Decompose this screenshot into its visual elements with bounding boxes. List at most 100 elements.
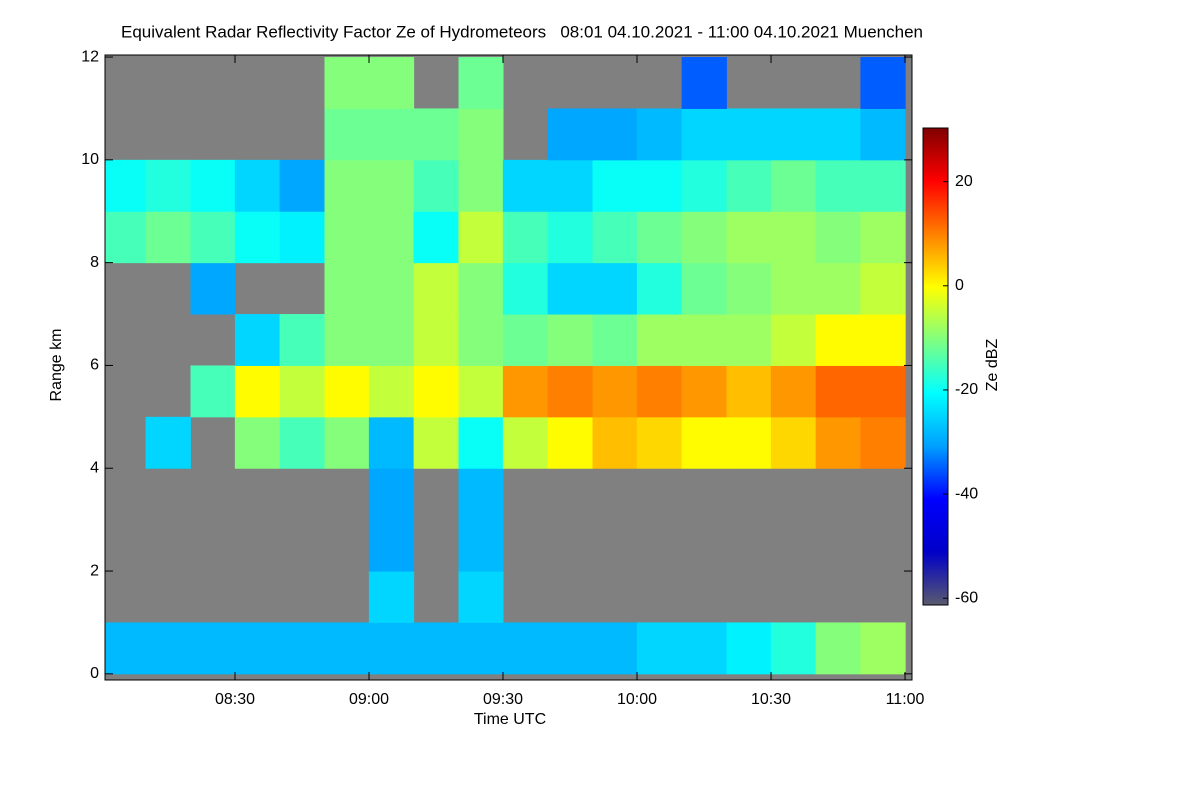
colorbar-tick-label: -40 [955, 485, 978, 502]
heatmap-cell [458, 622, 504, 675]
heatmap-cell [726, 314, 772, 366]
heatmap-cell [413, 314, 459, 366]
heatmap-cells [105, 57, 906, 675]
heatmap-cell [413, 416, 459, 469]
heatmap-cell [368, 314, 415, 366]
heatmap-cell [368, 57, 415, 109]
heatmap-cell [636, 262, 683, 315]
heatmap-cell [636, 314, 683, 366]
heatmap-cell [234, 416, 281, 469]
heatmap-cell [324, 416, 370, 469]
heatmap-cell [324, 211, 370, 264]
heatmap-cell [815, 262, 861, 315]
heatmap-cell [681, 365, 727, 418]
heatmap-cell [502, 416, 549, 469]
heatmap-cell [458, 519, 504, 572]
heatmap-cell [368, 262, 415, 315]
heatmap-cell [592, 416, 638, 469]
heatmap-cell [190, 622, 236, 675]
heatmap-cell [413, 159, 459, 212]
heatmap-cell [547, 416, 593, 469]
y-tick-label: 2 [90, 562, 99, 579]
heatmap-cell [190, 262, 236, 315]
heatmap-cell [234, 622, 281, 675]
heatmap-cell [815, 159, 861, 212]
heatmap-cell [279, 365, 325, 418]
heatmap-cell [368, 571, 415, 623]
heatmap-cell [592, 108, 638, 161]
heatmap-cell [145, 159, 191, 212]
colorbar [922, 127, 949, 606]
heatmap-cell [190, 159, 236, 212]
heatmap-cell [190, 211, 236, 264]
heatmap-cell [860, 159, 906, 212]
heatmap-cell [636, 365, 683, 418]
colorbar-tick-label: -20 [955, 381, 978, 398]
heatmap-cell [815, 108, 861, 161]
heatmap-cell [547, 365, 593, 418]
heatmap-cell [458, 108, 504, 161]
heatmap-cell [190, 365, 236, 418]
colorbar-tick-label: 20 [955, 173, 973, 190]
heatmap-cell [815, 622, 861, 675]
heatmap-cell [636, 108, 683, 161]
heatmap-cell [368, 416, 415, 469]
heatmap-cell [324, 365, 370, 418]
heatmap-cell [502, 159, 549, 212]
heatmap-cell [413, 262, 459, 315]
heatmap-cell [815, 365, 861, 418]
heatmap-cell [502, 365, 549, 418]
colorbar-tick-label: 0 [955, 277, 964, 294]
heatmap-cell [770, 416, 817, 469]
heatmap-cell [681, 159, 727, 212]
chart-title: Equivalent Radar Reflectivity Factor Ze … [121, 22, 923, 41]
x-tick-label: 09:30 [483, 691, 523, 708]
heatmap-cell [770, 365, 817, 418]
y-axis-label: Range km [48, 329, 65, 402]
heatmap-cell [234, 159, 281, 212]
heatmap-cell [105, 159, 147, 212]
heatmap-cell [458, 57, 504, 109]
heatmap-cell [368, 211, 415, 264]
heatmap-cell [279, 211, 325, 264]
heatmap-cell [368, 468, 415, 521]
heatmap-cell [324, 262, 370, 315]
heatmap-cell [770, 108, 817, 161]
heatmap-cell [324, 108, 370, 161]
heatmap-cell [458, 159, 504, 212]
heatmap-cell [368, 622, 415, 675]
heatmap-cell [324, 159, 370, 212]
heatmap-cell [592, 365, 638, 418]
heatmap-cell [681, 108, 727, 161]
heatmap-cell [636, 622, 683, 675]
x-tick-label: 09:00 [349, 691, 389, 708]
heatmap-cell [860, 416, 906, 469]
heatmap-cell [234, 211, 281, 264]
heatmap-cell [592, 211, 638, 264]
heatmap-cell [279, 622, 325, 675]
colorbar-tick-label: -60 [955, 589, 978, 606]
heatmap-cell [324, 622, 370, 675]
heatmap-cell [105, 211, 147, 264]
heatmap-cell [413, 365, 459, 418]
heatmap-cell [681, 211, 727, 264]
heatmap-cell [815, 314, 861, 366]
y-tick-label: 0 [90, 665, 99, 682]
heatmap-cell [815, 211, 861, 264]
heatmap-cell [458, 211, 504, 264]
heatmap-cell [726, 159, 772, 212]
heatmap-cell [592, 622, 638, 675]
heatmap-cell [502, 314, 549, 366]
heatmap-cell [726, 211, 772, 264]
y-tick-label: 12 [81, 48, 99, 65]
heatmap-cell [458, 262, 504, 315]
x-axis-label: Time UTC [474, 711, 546, 728]
heatmap-cell [726, 365, 772, 418]
heatmap-cell [368, 365, 415, 418]
heatmap-cell [145, 622, 191, 675]
heatmap-cell [368, 159, 415, 212]
heatmap-cell [368, 108, 415, 161]
heatmap-cell [279, 416, 325, 469]
heatmap-cell [770, 211, 817, 264]
